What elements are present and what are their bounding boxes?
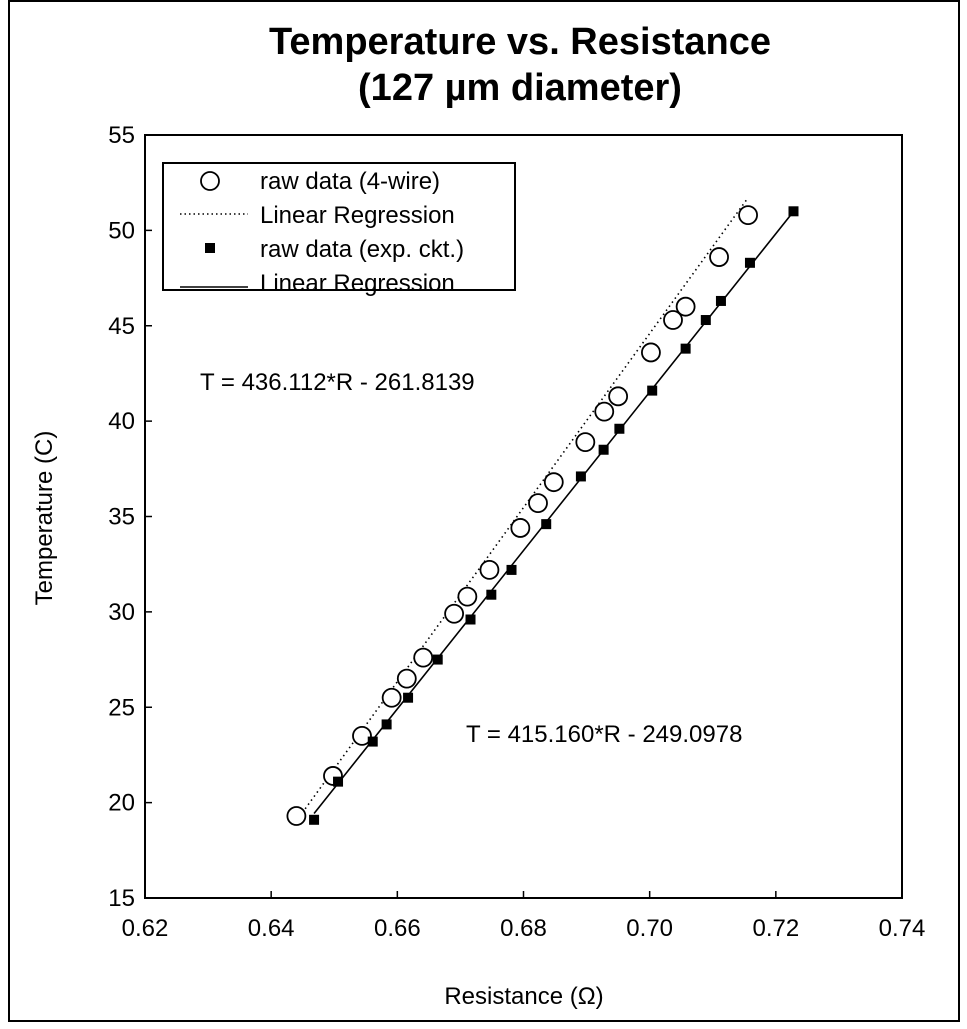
y-axis-title: Temperature (C) [31,431,58,606]
data-point-exp-ckt [403,692,414,703]
legend: raw data (4-wire) Linear Regression raw … [162,162,516,297]
legend-open-circle-marker [200,171,220,191]
data-point-4-wire [352,725,372,746]
data-point-exp-ckt [744,257,755,268]
x-axis-ticks: 0.62 0.64 0.66 0.68 0.70 0.72 0.74 [122,891,926,942]
legend-label-raw-exp-ckt: raw data (exp. ckt.) [260,236,464,263]
data-point-4-wire [286,806,307,826]
data-point-4-wire [543,472,564,493]
x-axis-title: Resistance (Ω) [444,983,603,1010]
data-point-exp-ckt [432,654,443,665]
data-point-4-wire [594,401,615,422]
data-point-4-wire [381,687,402,708]
series-layer [286,197,799,826]
data-point-4-wire [396,668,417,689]
legend-label-linear-regression-2: Linear Regression [260,270,455,297]
x-tick-label: 0.74 [879,915,926,942]
y-tick-label: 15 [108,885,135,912]
data-point-4-wire [413,647,434,668]
data-point-exp-ckt [598,444,609,455]
y-tick-label: 25 [108,694,135,721]
equation-exp-ckt: T = 415.160*R - 249.0978 [466,721,742,748]
data-point-exp-ckt [381,719,392,730]
x-tick-label: 0.70 [626,915,673,942]
data-point-exp-ckt [465,614,476,625]
data-point-exp-ckt [788,206,799,217]
equation-4-wire: T = 436.112*R - 261.8139 [200,369,475,396]
data-point-4-wire [479,560,500,580]
legend-label-linear-regression-1: Linear Regression [260,202,455,229]
data-point-exp-ckt [541,519,552,530]
chart-title-line-2: (127 µm diameter) [358,67,682,109]
legend-box [162,162,516,291]
x-tick-label: 0.64 [248,915,295,942]
data-point-exp-ckt [486,589,497,600]
data-point-4-wire [457,586,478,607]
y-tick-label: 20 [108,790,135,817]
legend-label-raw-4-wire: raw data (4-wire) [260,168,440,195]
y-tick-label: 30 [108,599,135,626]
data-point-4-wire [608,386,629,407]
legend-filled-square-marker [205,243,215,253]
y-axis-ticks: 15 20 25 30 35 40 45 50 55 [108,122,152,912]
data-point-exp-ckt [309,814,320,825]
data-point-exp-ckt [333,776,344,787]
y-tick-label: 55 [108,122,135,149]
data-point-exp-ckt [680,343,691,354]
data-point-4-wire [663,310,683,330]
x-tick-label: 0.62 [122,915,169,942]
chart-title-line-1: Temperature vs. Resistance [269,21,771,63]
regression-line-exp-ckt [313,210,795,814]
data-point-4-wire [709,247,729,267]
regression-line-4-wire [295,197,749,822]
data-point-exp-ckt [614,423,625,434]
data-point-exp-ckt [506,564,517,575]
data-point-4-wire [510,518,531,538]
data-point-exp-ckt [367,736,378,747]
data-point-4-wire [641,342,661,363]
data-point-4-wire [738,205,758,226]
data-point-4-wire [528,493,548,514]
y-tick-label: 45 [108,313,135,340]
x-tick-label: 0.72 [752,915,799,942]
data-point-exp-ckt [715,295,726,306]
data-point-exp-ckt [575,471,586,482]
y-tick-label: 50 [108,217,135,244]
x-tick-label: 0.68 [500,915,547,942]
data-point-4-wire [575,432,596,453]
data-point-4-wire [675,296,696,317]
y-tick-label: 35 [108,504,135,531]
data-point-exp-ckt [647,385,658,396]
y-tick-label: 40 [108,408,135,435]
data-point-exp-ckt [700,315,711,326]
data-point-4-wire [444,603,465,624]
x-tick-label: 0.66 [374,915,421,942]
